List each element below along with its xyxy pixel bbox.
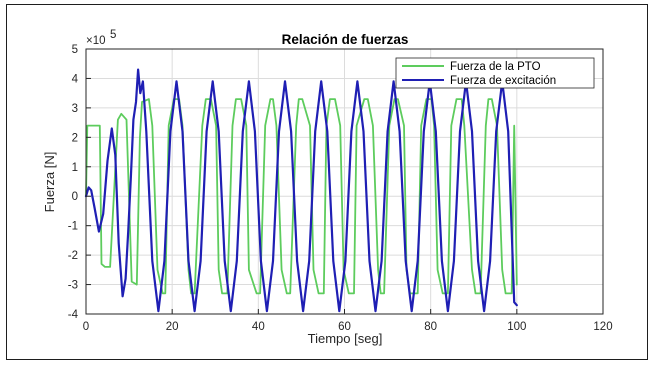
series-layer: [84, 68, 518, 313]
y-exponent-power: 5: [110, 29, 116, 41]
x-tick-label: 60: [338, 321, 351, 333]
ticks: [85, 48, 604, 315]
legend-label-excitation: Fuerza de excitación: [450, 75, 556, 87]
y-tick-label: -2: [68, 250, 78, 262]
x-tick-label: 80: [424, 321, 437, 333]
y-tick-label: -4: [68, 309, 79, 321]
y-tick-label: 4: [72, 73, 79, 85]
legend-label-pto: Fuerza de la PTO: [450, 61, 541, 73]
x-tick-label: 0: [83, 321, 89, 333]
y-tick-label: 5: [72, 44, 78, 56]
y-tick-label: 0: [72, 191, 78, 203]
legend: Fuerza de la PTO Fuerza de excitación: [395, 57, 595, 89]
x-tick-label: 20: [166, 321, 179, 333]
y-tick-label: 2: [72, 132, 78, 144]
y-tick-labels: -4 -3 -2 -1 0 1 2 3 4 5: [68, 44, 79, 321]
legend-box: [395, 57, 595, 89]
y-tick-label: 3: [72, 103, 78, 115]
x-tick-labels: 0 20 40 60 80 100 120: [83, 321, 613, 333]
chart-title: Relación de fuerzas: [282, 32, 409, 47]
y-tick-label: -1: [68, 221, 78, 233]
y-axis-label: Fuerza [N]: [42, 152, 57, 213]
series-excitation-line: [84, 68, 518, 313]
x-tick-label: 120: [593, 321, 612, 333]
y-exponent-base: ×10: [86, 35, 106, 47]
y-tick-label: 1: [72, 162, 78, 174]
series-pto-line: [85, 98, 518, 295]
x-tick-label: 100: [507, 321, 526, 333]
x-tick-label: 40: [252, 321, 265, 333]
x-axis-label: Tiempo [seg]: [308, 331, 383, 346]
y-tick-label: -3: [68, 280, 78, 292]
